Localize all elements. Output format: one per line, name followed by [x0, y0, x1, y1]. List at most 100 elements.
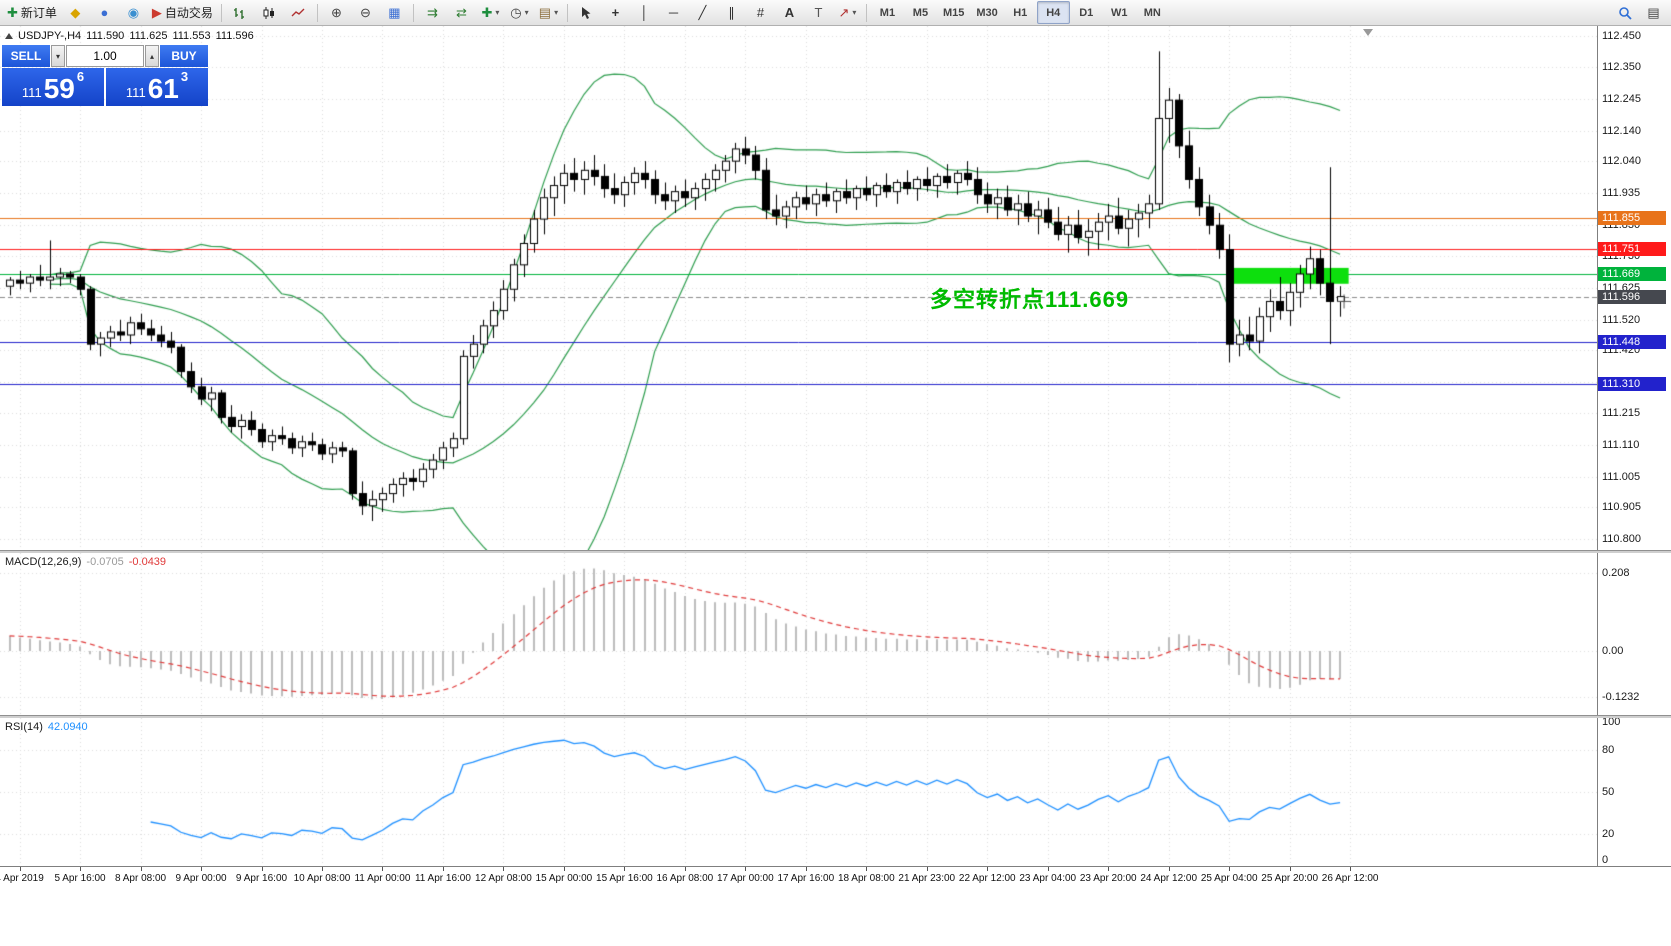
time-tick — [1048, 867, 1049, 871]
time-tick — [685, 867, 686, 871]
sell-price-prefix: 111 — [21, 85, 42, 100]
macd-main-value: -0.0705 — [86, 556, 124, 568]
fibonacci-button[interactable]: # — [746, 1, 775, 24]
toolbar-group: + │ ─ ╱ ∥ # A T ↗ ▾ — [572, 1, 862, 24]
line-chart-icon — [291, 6, 305, 20]
time-axis-label: 17 Apr 00:00 — [716, 873, 774, 884]
cursor-button[interactable] — [572, 1, 601, 24]
volume-dropdown-button[interactable]: ▾ — [51, 45, 65, 67]
zoom-in-button[interactable]: ⊕ — [322, 1, 351, 24]
timeframe-mn-button[interactable]: MN — [1143, 6, 1161, 19]
search-button[interactable] — [1610, 1, 1639, 24]
time-tick — [80, 867, 81, 871]
price-axis[interactable]: 112.450 112.350 112.245 112.140 112.040 111.9… — [1597, 26, 1671, 550]
templates-button[interactable]: ▤ ▾ — [534, 1, 563, 24]
auto-scroll-button[interactable]: ⇉ — [418, 1, 447, 24]
buy-button[interactable]: BUY — [160, 45, 208, 67]
buy-price-pipette: 3 — [180, 69, 189, 84]
crosshair-button[interactable]: + — [601, 1, 630, 24]
volume-input[interactable] — [66, 45, 144, 67]
horizontal-line-button[interactable]: ─ — [659, 1, 688, 24]
arrows-button[interactable]: ↗ ▾ — [833, 1, 862, 24]
new-chart-button[interactable]: ◆ — [61, 1, 90, 24]
time-tick — [1169, 867, 1170, 871]
time-tick — [806, 867, 807, 871]
macd-chart-canvas[interactable] — [0, 553, 1597, 715]
time-axis-label: 23 Apr 04:00 — [1019, 873, 1077, 884]
trendline-icon: ╱ — [698, 5, 707, 20]
time-tick — [382, 867, 383, 871]
macd-panel: MACD(12,26,9) -0.0705 -0.0439 0.208 0.00 -0.… — [0, 553, 1671, 715]
new-order-icon: ✚ — [7, 5, 18, 20]
sell-price-button[interactable]: 111 59 6 — [2, 68, 104, 106]
price-level-badge: 111.310 — [1598, 376, 1666, 391]
time-axis-label: 9 Apr 00:00 — [175, 873, 227, 884]
toolbar-group — [226, 1, 313, 24]
panel-splitter-1[interactable] — [0, 550, 1671, 553]
panel-splitter-2[interactable] — [0, 715, 1671, 718]
price-tick-label: 112.450 — [1602, 30, 1641, 43]
chart-shift-marker[interactable] — [1363, 29, 1373, 36]
time-axis-label: 23 Apr 20:00 — [1079, 873, 1137, 884]
rsi-chart-canvas[interactable] — [0, 718, 1597, 866]
macd-axis[interactable]: 0.208 0.00 -0.1232 — [1597, 553, 1671, 715]
price-tick-label: 111.005 — [1602, 470, 1641, 483]
new-order-button[interactable]: ✚ 新订单 — [3, 1, 61, 24]
text-button[interactable]: A — [775, 1, 804, 24]
vertical-line-button[interactable]: │ — [630, 1, 659, 24]
timeframe-h1-button[interactable]: H1 — [1013, 6, 1028, 19]
timeframe-m1-button[interactable]: M1 — [879, 6, 896, 19]
price-chart-canvas[interactable] — [0, 26, 1597, 550]
volume-up-button[interactable]: ▴ — [145, 45, 159, 67]
rsi-tick-label: 100 — [1602, 718, 1621, 728]
dropdown-arrow-icon: ▾ — [495, 8, 500, 17]
time-axis[interactable]: 4 Apr 2019 5 Apr 16:00 8 Apr 08:00 9 Apr 00… — [0, 866, 1671, 890]
cursor-icon — [580, 6, 592, 20]
chart-shift-button[interactable]: ⇄ — [447, 1, 476, 24]
collapse-panel-arrow-icon[interactable] — [5, 33, 13, 39]
trendline-button[interactable]: ╱ — [688, 1, 717, 24]
profiles-button[interactable]: ● — [90, 1, 119, 24]
line-chart-button[interactable] — [284, 1, 313, 24]
autotrading-button[interactable]: ▶ 自动交易 — [148, 1, 217, 24]
time-axis-label: 21 Apr 23:00 — [898, 873, 956, 884]
rsi-axis[interactable]: 100 80 50 20 0 — [1597, 718, 1671, 866]
price-panel: USDJPY-,H4 111.590 111.625 111.553 111.5… — [0, 26, 1671, 550]
time-tick — [987, 867, 988, 871]
objects-list-button[interactable]: ▤ — [1639, 1, 1668, 24]
channel-button[interactable]: ∥ — [717, 1, 746, 24]
time-tick — [20, 867, 21, 871]
timeframe-w1-button[interactable]: W1 — [1111, 6, 1128, 19]
chart-title-bar: USDJPY-,H4 111.590 111.625 111.553 111.5… — [5, 30, 254, 42]
time-tick — [201, 867, 202, 871]
data-window-button[interactable]: ◉ — [119, 1, 148, 24]
zoom-out-button[interactable]: ⊖ — [351, 1, 380, 24]
periods-button[interactable]: ◷ ▾ — [505, 1, 534, 24]
price-tick-label: 111.520 — [1602, 313, 1641, 326]
bar-chart-icon — [233, 6, 247, 20]
time-axis-label: 16 Apr 08:00 — [656, 873, 714, 884]
price-level-badge: 111.448 — [1598, 334, 1666, 349]
price-level-badge: 111.669 — [1598, 267, 1666, 282]
timeframe-d1-button[interactable]: D1 — [1079, 6, 1094, 19]
indicators-button[interactable]: ✚ ▾ — [476, 1, 505, 24]
timeframe-m5-button[interactable]: M5 — [912, 6, 929, 19]
one-click-trading-panel: SELL ▾ ▴ BUY 111 59 6 111 61 3 — [2, 45, 208, 106]
templates-icon: ▤ — [538, 5, 552, 20]
timeframe-h4-button[interactable]: H4 — [1036, 1, 1070, 24]
candlestick-button[interactable] — [255, 1, 284, 24]
sell-price-pipette: 6 — [76, 69, 85, 84]
sell-button[interactable]: SELL — [2, 45, 50, 67]
macd-title: MACD(12,26,9) — [5, 556, 82, 568]
buy-price-button[interactable]: 111 61 3 — [106, 68, 208, 106]
chart-shift-icon: ⇄ — [455, 5, 467, 20]
tile-windows-button[interactable]: ▦ — [380, 1, 409, 24]
text-label-button[interactable]: T — [804, 1, 833, 24]
toolbar-group: ⊕ ⊖ ▦ — [322, 1, 409, 24]
timeframe-m15-button[interactable]: M15 — [942, 6, 965, 19]
timeframe-m30-button[interactable]: M30 — [976, 6, 998, 19]
text-icon: A — [784, 5, 795, 20]
toolbar-left-groups: ✚ 新订单 ◆ ● ◉ ▶ 自动交易 ⊕ ⊖ ▦ ⇉ ⇄ ✚ ▾ ◷ ▾ ▤ ▾ + │ ─ ╱ ∥ # A T ↗ ▾ M1 M5 M15… — [3, 1, 1169, 24]
bar-chart-button[interactable] — [226, 1, 255, 24]
rsi-tick-label: 0 — [1602, 854, 1609, 866]
